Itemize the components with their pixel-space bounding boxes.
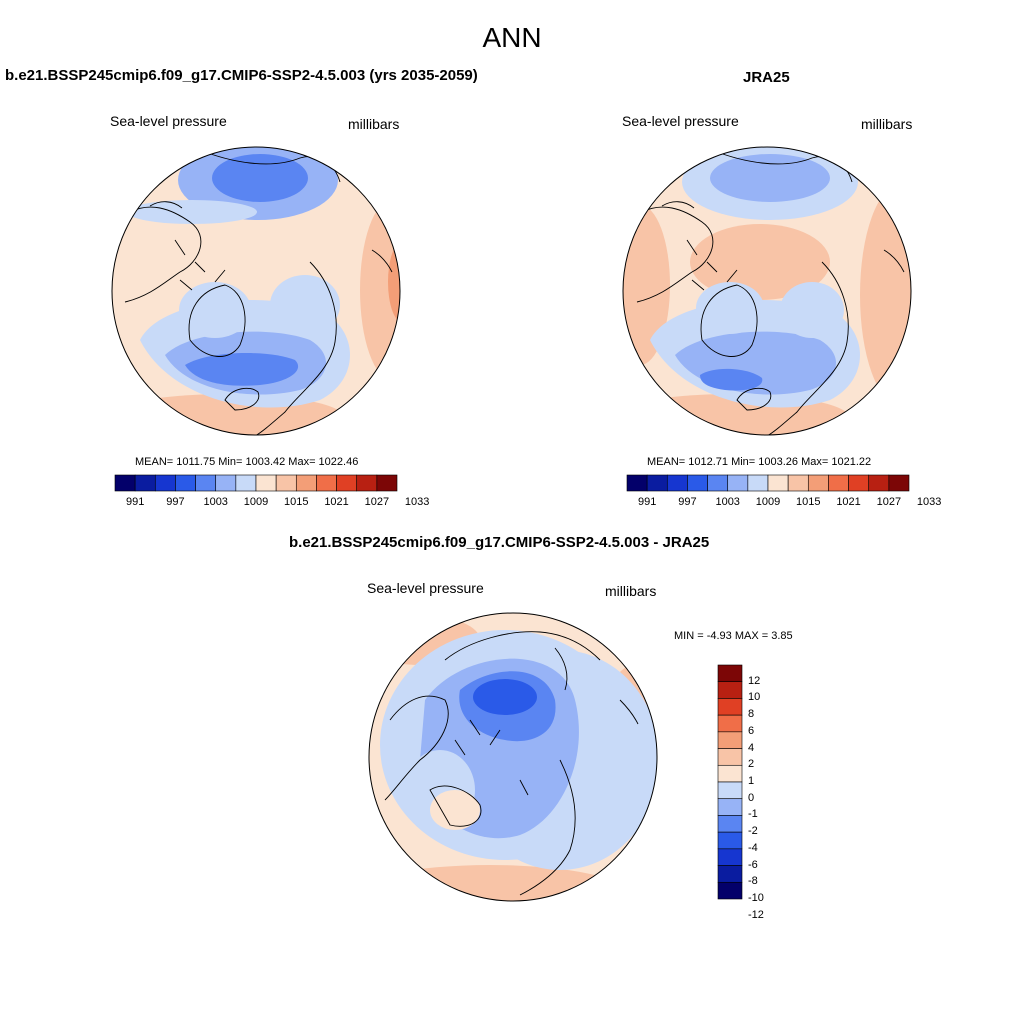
diff-stats: MIN = -4.93 MAX = 3.85 xyxy=(674,630,793,642)
obs-map-frame xyxy=(622,146,912,436)
diff-colorbar-box xyxy=(717,681,743,699)
obs-colorbar-box xyxy=(888,474,910,492)
model-colorbar xyxy=(114,474,398,492)
obs-coastlines xyxy=(636,149,905,435)
obs-colorbar-box xyxy=(666,474,688,492)
obs-colorbar-box xyxy=(646,474,668,492)
diff-colorbar-tick-label: 4 xyxy=(748,741,755,754)
diff-colorbar-box xyxy=(717,848,743,866)
model-variable-label: Sea-level pressure xyxy=(110,113,227,129)
model-colorbar-tick-label: 1021 xyxy=(324,496,349,508)
obs-variable-label: Sea-level pressure xyxy=(622,113,739,129)
model-colorbar-box xyxy=(235,474,257,492)
obs-colorbar-box xyxy=(687,474,708,492)
model-colorbar-tick-label: 1009 xyxy=(243,496,269,508)
model-map-frame xyxy=(111,146,401,436)
obs-colorbar-tick-label: 997 xyxy=(678,496,697,508)
model-colorbar-tick-label: 1015 xyxy=(284,496,309,508)
model-colorbar-tick-label: 1027 xyxy=(364,496,390,508)
model-colorbar-box xyxy=(255,474,277,492)
diff-colorbar-box xyxy=(717,881,743,900)
diff-colorbar-tick-label: 6 xyxy=(748,724,755,737)
diff-colorbar xyxy=(717,664,743,900)
diff-colorbar-tick-label: 1 xyxy=(748,775,755,787)
diff-coastlines xyxy=(384,631,639,896)
model-colorbar-box xyxy=(295,474,317,492)
diff-colorbar-box xyxy=(717,831,743,850)
diff-colorbar-box xyxy=(717,664,743,683)
obs-colorbar-box xyxy=(626,474,648,492)
diff-colorbar-box xyxy=(717,798,743,816)
model-colorbar-box xyxy=(336,474,358,492)
diff-colorbar-tick-label: -10 xyxy=(748,892,764,904)
diff-colorbar-box xyxy=(717,781,743,800)
obs-stats: MEAN= 1012.71 Min= 1003.26 Max= 1021.22 xyxy=(647,456,872,468)
diff-panel-title: b.e21.BSSP245cmip6.f09_g17.CMIP6-SSP2-4.… xyxy=(289,534,710,551)
diff-colorbar-tick-label: -2 xyxy=(748,825,758,838)
diff-colorbar-box xyxy=(717,698,743,716)
model-colorbar-box xyxy=(356,474,378,492)
obs-colorbar-tick-label: 1027 xyxy=(876,496,902,508)
obs-colorbar-box xyxy=(848,474,870,492)
obs-units-label: millibars xyxy=(861,116,913,132)
obs-polar-map xyxy=(623,147,911,435)
model-stats: MEAN= 1011.75 Min= 1003.42 Max= 1022.46 xyxy=(135,456,359,468)
diff-units-label: millibars xyxy=(605,583,657,599)
model-colorbar-box xyxy=(114,474,136,492)
model-colorbar-tick-label: 991 xyxy=(125,496,145,508)
obs-colorbar-box xyxy=(787,474,809,492)
diff-colorbar-tick-label: 10 xyxy=(748,691,761,704)
model-colorbar-box xyxy=(376,474,398,492)
diff-colorbar-tick-label: -1 xyxy=(748,808,758,821)
diff-colorbar-box xyxy=(717,865,743,883)
model-panel-title: b.e21.BSSP245cmip6.f09_g17.CMIP6-SSP2-4.… xyxy=(5,67,478,84)
diff-colorbar-tick-label: -8 xyxy=(748,875,758,888)
diff-colorbar-tick-label: 12 xyxy=(748,674,761,687)
model-colorbar-box xyxy=(195,474,217,492)
diff-colorbar-box xyxy=(717,764,743,783)
diff-colorbar-box xyxy=(717,815,743,833)
obs-colorbar-tick-label: 1015 xyxy=(796,496,821,508)
model-colorbar-box xyxy=(154,474,176,492)
obs-panel-title: JRA25 xyxy=(743,69,790,86)
obs-colorbar-box xyxy=(727,474,749,492)
diff-colorbar-tick-label: 0 xyxy=(748,791,755,804)
model-colorbar-tick-label: 1033 xyxy=(404,496,430,508)
obs-colorbar-box xyxy=(747,474,769,492)
model-units-label: millibars xyxy=(348,116,400,132)
obs-colorbar-box xyxy=(868,474,890,492)
diff-colorbar-tick-label: -6 xyxy=(748,858,758,871)
model-colorbar-box xyxy=(316,474,337,492)
obs-colorbar-tick-label: 1009 xyxy=(755,496,781,508)
diff-colorbar-tick-label: 2 xyxy=(748,758,755,771)
obs-colorbar-tick-label: 1021 xyxy=(836,496,861,508)
model-colorbar-box xyxy=(175,474,196,492)
diff-colorbar-tick-label: -4 xyxy=(748,841,758,854)
diff-colorbar-box xyxy=(717,714,743,733)
obs-colorbar-box xyxy=(807,474,829,492)
model-colorbar-box xyxy=(215,474,237,492)
model-colorbar-tick-label: 997 xyxy=(166,496,185,508)
obs-colorbar-tick-label: 1003 xyxy=(715,496,740,508)
obs-colorbar-tick-label: 1033 xyxy=(916,496,942,508)
model-polar-map xyxy=(112,147,400,435)
diff-colorbar-box xyxy=(717,731,743,749)
diff-colorbar-tick-label: 8 xyxy=(748,708,755,721)
figure-title: ANN xyxy=(482,22,542,53)
model-colorbar-tick-label: 1003 xyxy=(203,496,228,508)
diff-polar-map xyxy=(369,613,657,901)
diff-colorbar-tick-label: -12 xyxy=(748,908,764,921)
model-colorbar-box xyxy=(275,474,297,492)
obs-colorbar-box xyxy=(828,474,849,492)
obs-colorbar-box xyxy=(767,474,789,492)
diff-variable-label: Sea-level pressure xyxy=(367,580,484,596)
diff-colorbar-box xyxy=(717,748,743,766)
model-colorbar-box xyxy=(134,474,156,492)
obs-colorbar-tick-label: 991 xyxy=(637,496,657,508)
diff-map-frame xyxy=(368,612,658,902)
obs-colorbar xyxy=(626,474,910,492)
obs-colorbar-box xyxy=(707,474,729,492)
